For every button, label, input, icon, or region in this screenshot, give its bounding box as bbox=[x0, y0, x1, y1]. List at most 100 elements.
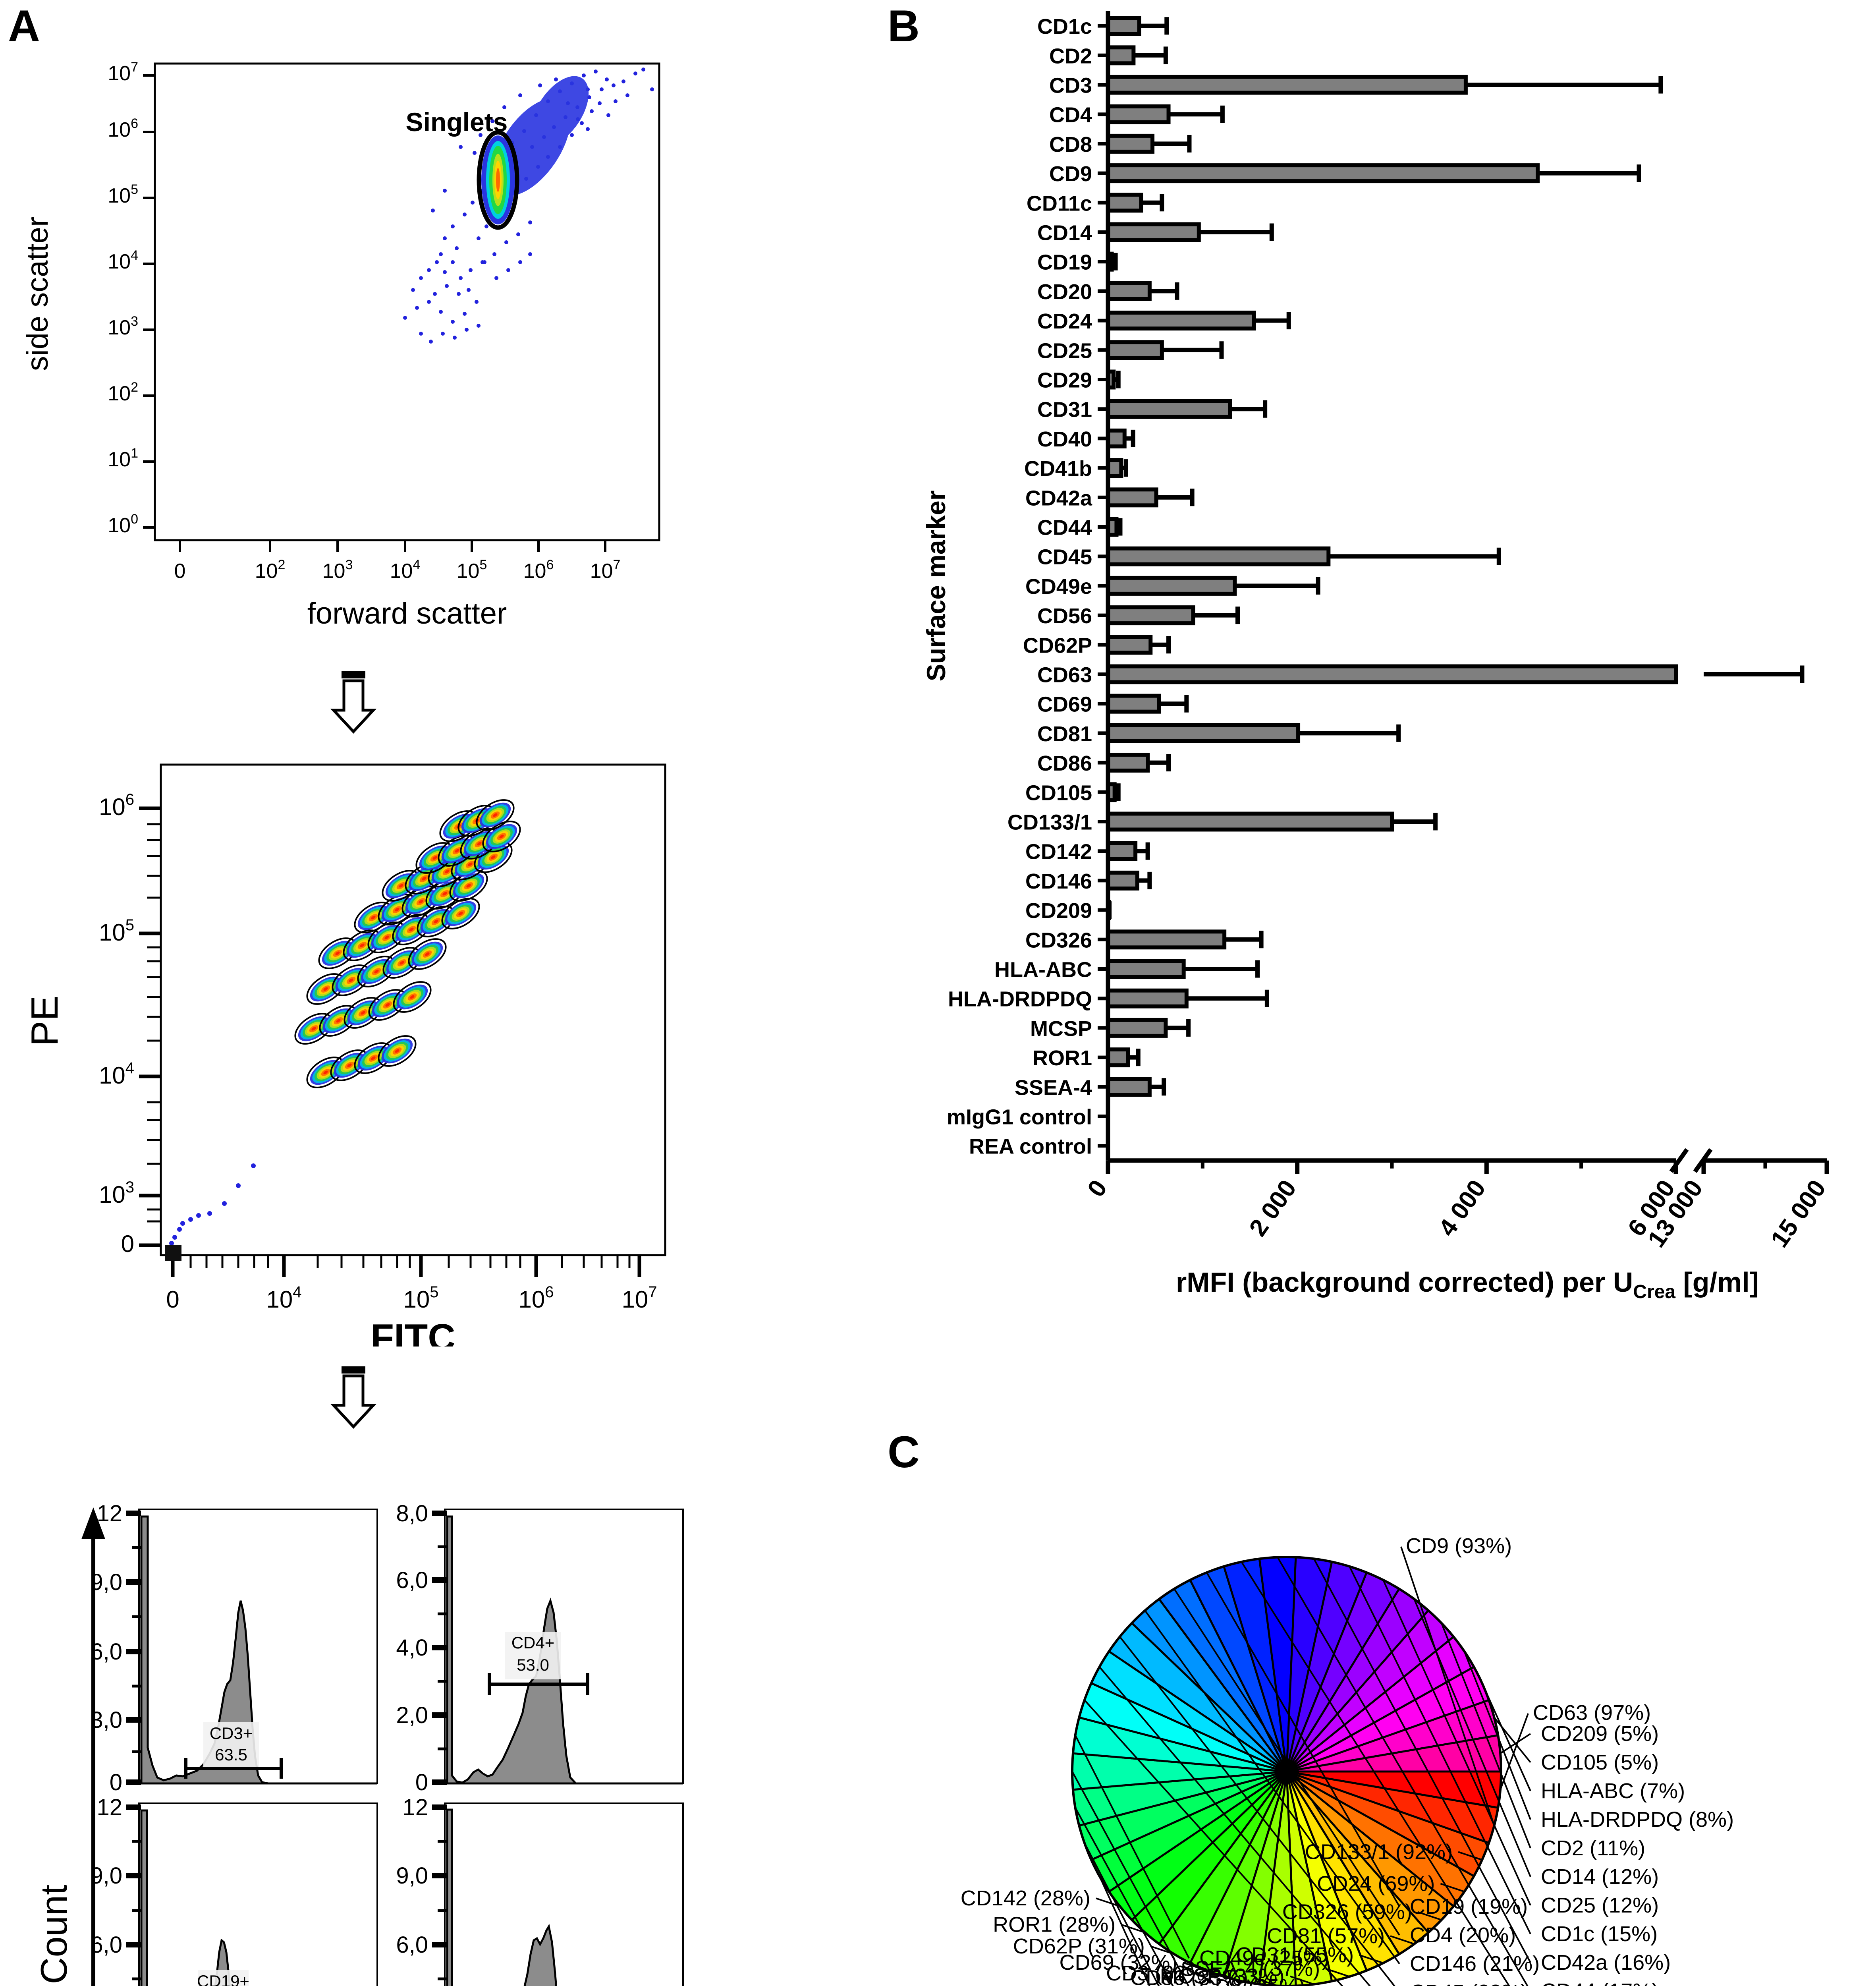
pie-slice-label: CD209 (5%) bbox=[1541, 1722, 1659, 1746]
bead-density bbox=[445, 869, 450, 873]
bar bbox=[1106, 753, 1150, 773]
pie-slice-label: CD326 (59%) bbox=[1282, 1900, 1412, 1924]
bar-row: CD20 bbox=[1037, 280, 1179, 304]
bar bbox=[1106, 959, 1186, 979]
pie-slice-label: CD49e (25%) bbox=[1199, 1946, 1329, 1970]
pie-slice-label: CD81 (57%) bbox=[1267, 1924, 1385, 1948]
bar bbox=[1106, 1018, 1168, 1038]
y-axis-title: side scatter bbox=[24, 217, 54, 371]
svg-text:103: 103 bbox=[108, 314, 138, 339]
svg-text:3,0: 3,0 bbox=[90, 1707, 122, 1733]
scatter-plot-forward-side: side scatter 100 101 102 103 104 105 106… bbox=[24, 16, 699, 675]
bead-gate-ellipse[interactable] bbox=[478, 815, 525, 858]
category-label: CD42a bbox=[1025, 486, 1092, 510]
pie-leader-line bbox=[1098, 1876, 1150, 1986]
flow-arrow-1 bbox=[326, 671, 381, 735]
x-axis-minor-ticks bbox=[189, 1255, 631, 1268]
category-label: CD142 bbox=[1025, 840, 1092, 864]
pie-leader-line bbox=[1217, 1972, 1242, 1982]
category-label: CD56 bbox=[1037, 604, 1092, 628]
bar-chart-surface-markers: CD1c CD2 CD3 CD4 CD8 CD9 CD11c CD14 CD19 CD20 CD24… bbox=[886, 0, 1876, 1390]
svg-text:105: 105 bbox=[457, 557, 487, 583]
category-label: CD105 bbox=[1025, 781, 1092, 805]
category-label: HLA-ABC bbox=[994, 958, 1092, 982]
pie-slice-label: ROR1 (28%) bbox=[993, 1913, 1116, 1936]
bead-density bbox=[410, 995, 415, 999]
pie-leader-line bbox=[1413, 1599, 1531, 1877]
bar-row: CD31 bbox=[1037, 398, 1268, 422]
bar bbox=[1106, 16, 1141, 36]
bar-row: CD62P bbox=[1023, 634, 1171, 657]
bar bbox=[1106, 870, 1139, 891]
bar bbox=[1106, 281, 1152, 301]
x-axis-tick-label: 0 bbox=[1082, 1175, 1112, 1202]
bar-row: mIgG1 control bbox=[947, 1105, 1108, 1129]
category-label: CD14 bbox=[1037, 221, 1092, 245]
pie-slice-label: CD62P (31%) bbox=[1013, 1934, 1145, 1958]
panel-label-b: B bbox=[888, 1, 920, 51]
y-axis-minor-ticks bbox=[147, 823, 161, 1223]
svg-text:12: 12 bbox=[402, 1795, 428, 1820]
category-label: CD11c bbox=[1027, 191, 1092, 215]
bar bbox=[1106, 487, 1158, 508]
bead-population bbox=[373, 1030, 421, 1072]
bead-density bbox=[349, 978, 353, 982]
bead-population bbox=[382, 870, 421, 902]
bead-gate-ellipse[interactable] bbox=[471, 794, 519, 837]
category-label: CD81 bbox=[1037, 722, 1092, 746]
bead-density bbox=[336, 1019, 341, 1023]
bead-density bbox=[455, 849, 459, 853]
svg-text:107: 107 bbox=[622, 1283, 657, 1313]
histogram-curve bbox=[446, 1808, 557, 1986]
bar bbox=[1106, 399, 1232, 419]
pie-leader-line bbox=[1440, 1883, 1465, 1893]
bead-density bbox=[434, 920, 438, 923]
bead-population bbox=[437, 893, 484, 935]
histogram-panel-cd3: 12 9,0 6,0 3,0 0 CD3+ 63.5 bbox=[90, 1501, 378, 1795]
category-label: CD326 bbox=[1025, 928, 1092, 952]
category-label: CD29 bbox=[1037, 369, 1092, 392]
bar bbox=[1106, 723, 1301, 743]
pie-slice-label: CD142 (28%) bbox=[961, 1886, 1090, 1910]
gate-marker[interactable] bbox=[184, 1758, 283, 1779]
pie-leader-line bbox=[1463, 1651, 1531, 1820]
bead-density bbox=[466, 884, 471, 888]
bar bbox=[1106, 841, 1138, 861]
singlets-gate-ellipse[interactable] bbox=[477, 130, 519, 230]
pie-slice-label: HLA-ABC (7%) bbox=[1541, 1779, 1685, 1803]
category-label: CD19 bbox=[1037, 251, 1092, 274]
bead-density bbox=[384, 935, 389, 939]
bar bbox=[1106, 133, 1155, 154]
svg-text:4,0: 4,0 bbox=[396, 1635, 428, 1661]
bead-density bbox=[458, 912, 463, 916]
gate-marker[interactable] bbox=[488, 1673, 589, 1695]
category-label: REA control bbox=[969, 1135, 1092, 1159]
bar-row: CD56 bbox=[1037, 604, 1240, 628]
bar bbox=[1106, 104, 1171, 124]
svg-text:0: 0 bbox=[121, 1231, 134, 1257]
bead-gate-ellipse[interactable] bbox=[388, 976, 436, 1018]
x-axis-tick-labels: 0 104 105 106 107 bbox=[166, 1283, 657, 1313]
svg-text:106: 106 bbox=[519, 1283, 554, 1313]
category-label: CD40 bbox=[1037, 427, 1092, 451]
bead-density bbox=[432, 856, 437, 860]
bead-gate-ellipse[interactable] bbox=[403, 933, 451, 976]
bead-density bbox=[323, 987, 328, 991]
histogram-panel-cd4: 8,0 6,0 4,0 2,0 0 CD4+ 53.0 bbox=[396, 1501, 684, 1795]
bead-population bbox=[471, 794, 519, 837]
bar bbox=[1106, 222, 1201, 242]
pie-leader-line bbox=[1173, 1588, 1400, 1936]
pie-slice-label: CD146 (21%) bbox=[1410, 1952, 1540, 1976]
y-axis-title: Surface marker bbox=[921, 491, 951, 682]
pie-leader-line bbox=[1313, 1558, 1531, 1963]
bead-gate-ellipse[interactable] bbox=[437, 893, 484, 935]
bead-density bbox=[422, 877, 427, 881]
bead-density bbox=[395, 908, 400, 912]
category-label: CD86 bbox=[1037, 752, 1092, 775]
svg-text:9,0: 9,0 bbox=[396, 1863, 428, 1889]
svg-text:102: 102 bbox=[108, 380, 138, 405]
category-label: HLA-DRDPDQ bbox=[948, 987, 1092, 1011]
singlets-density-cluster bbox=[481, 135, 515, 224]
svg-text:104: 104 bbox=[390, 557, 421, 583]
bead-gate-ellipse[interactable] bbox=[373, 1030, 421, 1072]
